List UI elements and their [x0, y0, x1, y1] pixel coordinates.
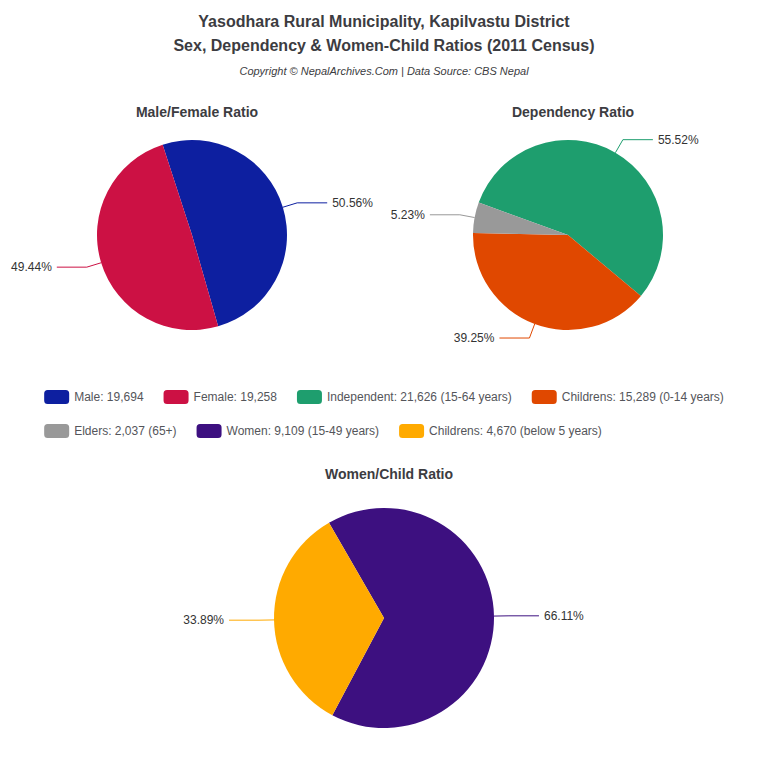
svg-text:55.52%: 55.52% [658, 133, 699, 147]
svg-text:50.56%: 50.56% [332, 196, 373, 210]
svg-text:Female: 19,258: Female: 19,258 [194, 390, 278, 404]
svg-text:33.89%: 33.89% [183, 613, 224, 627]
svg-text:Women/Child Ratio: Women/Child Ratio [325, 466, 453, 482]
svg-text:66.11%: 66.11% [544, 609, 584, 623]
svg-text:49.44%: 49.44% [11, 260, 52, 274]
svg-text:Childrens: 15,289 (0-14 years): Childrens: 15,289 (0-14 years) [562, 390, 724, 404]
svg-text:5.23%: 5.23% [391, 208, 425, 222]
svg-text:Dependency Ratio: Dependency Ratio [512, 104, 634, 120]
svg-text:Childrens: 4,670 (below 5 year: Childrens: 4,670 (below 5 years) [429, 424, 602, 438]
svg-text:Elders: 2,037 (65+): Elders: 2,037 (65+) [74, 424, 176, 438]
svg-text:Yasodhara Rural Municipality,: Yasodhara Rural Municipality, Kapilvastu… [198, 13, 570, 30]
svg-text:39.25%: 39.25% [454, 331, 495, 345]
svg-text:Independent: 21,626 (15-64 yea: Independent: 21,626 (15-64 years) [327, 390, 512, 404]
svg-text:Male: 19,694: Male: 19,694 [74, 390, 144, 404]
svg-text:Women: 9,109 (15-49 years): Women: 9,109 (15-49 years) [227, 424, 380, 438]
svg-text:Male/Female Ratio: Male/Female Ratio [136, 104, 258, 120]
svg-text:Sex, Dependency & Women-Child: Sex, Dependency & Women-Child Ratios (20… [173, 37, 594, 54]
svg-text:Copyright © NepalArchives.Com: Copyright © NepalArchives.Com | Data Sou… [239, 65, 529, 77]
